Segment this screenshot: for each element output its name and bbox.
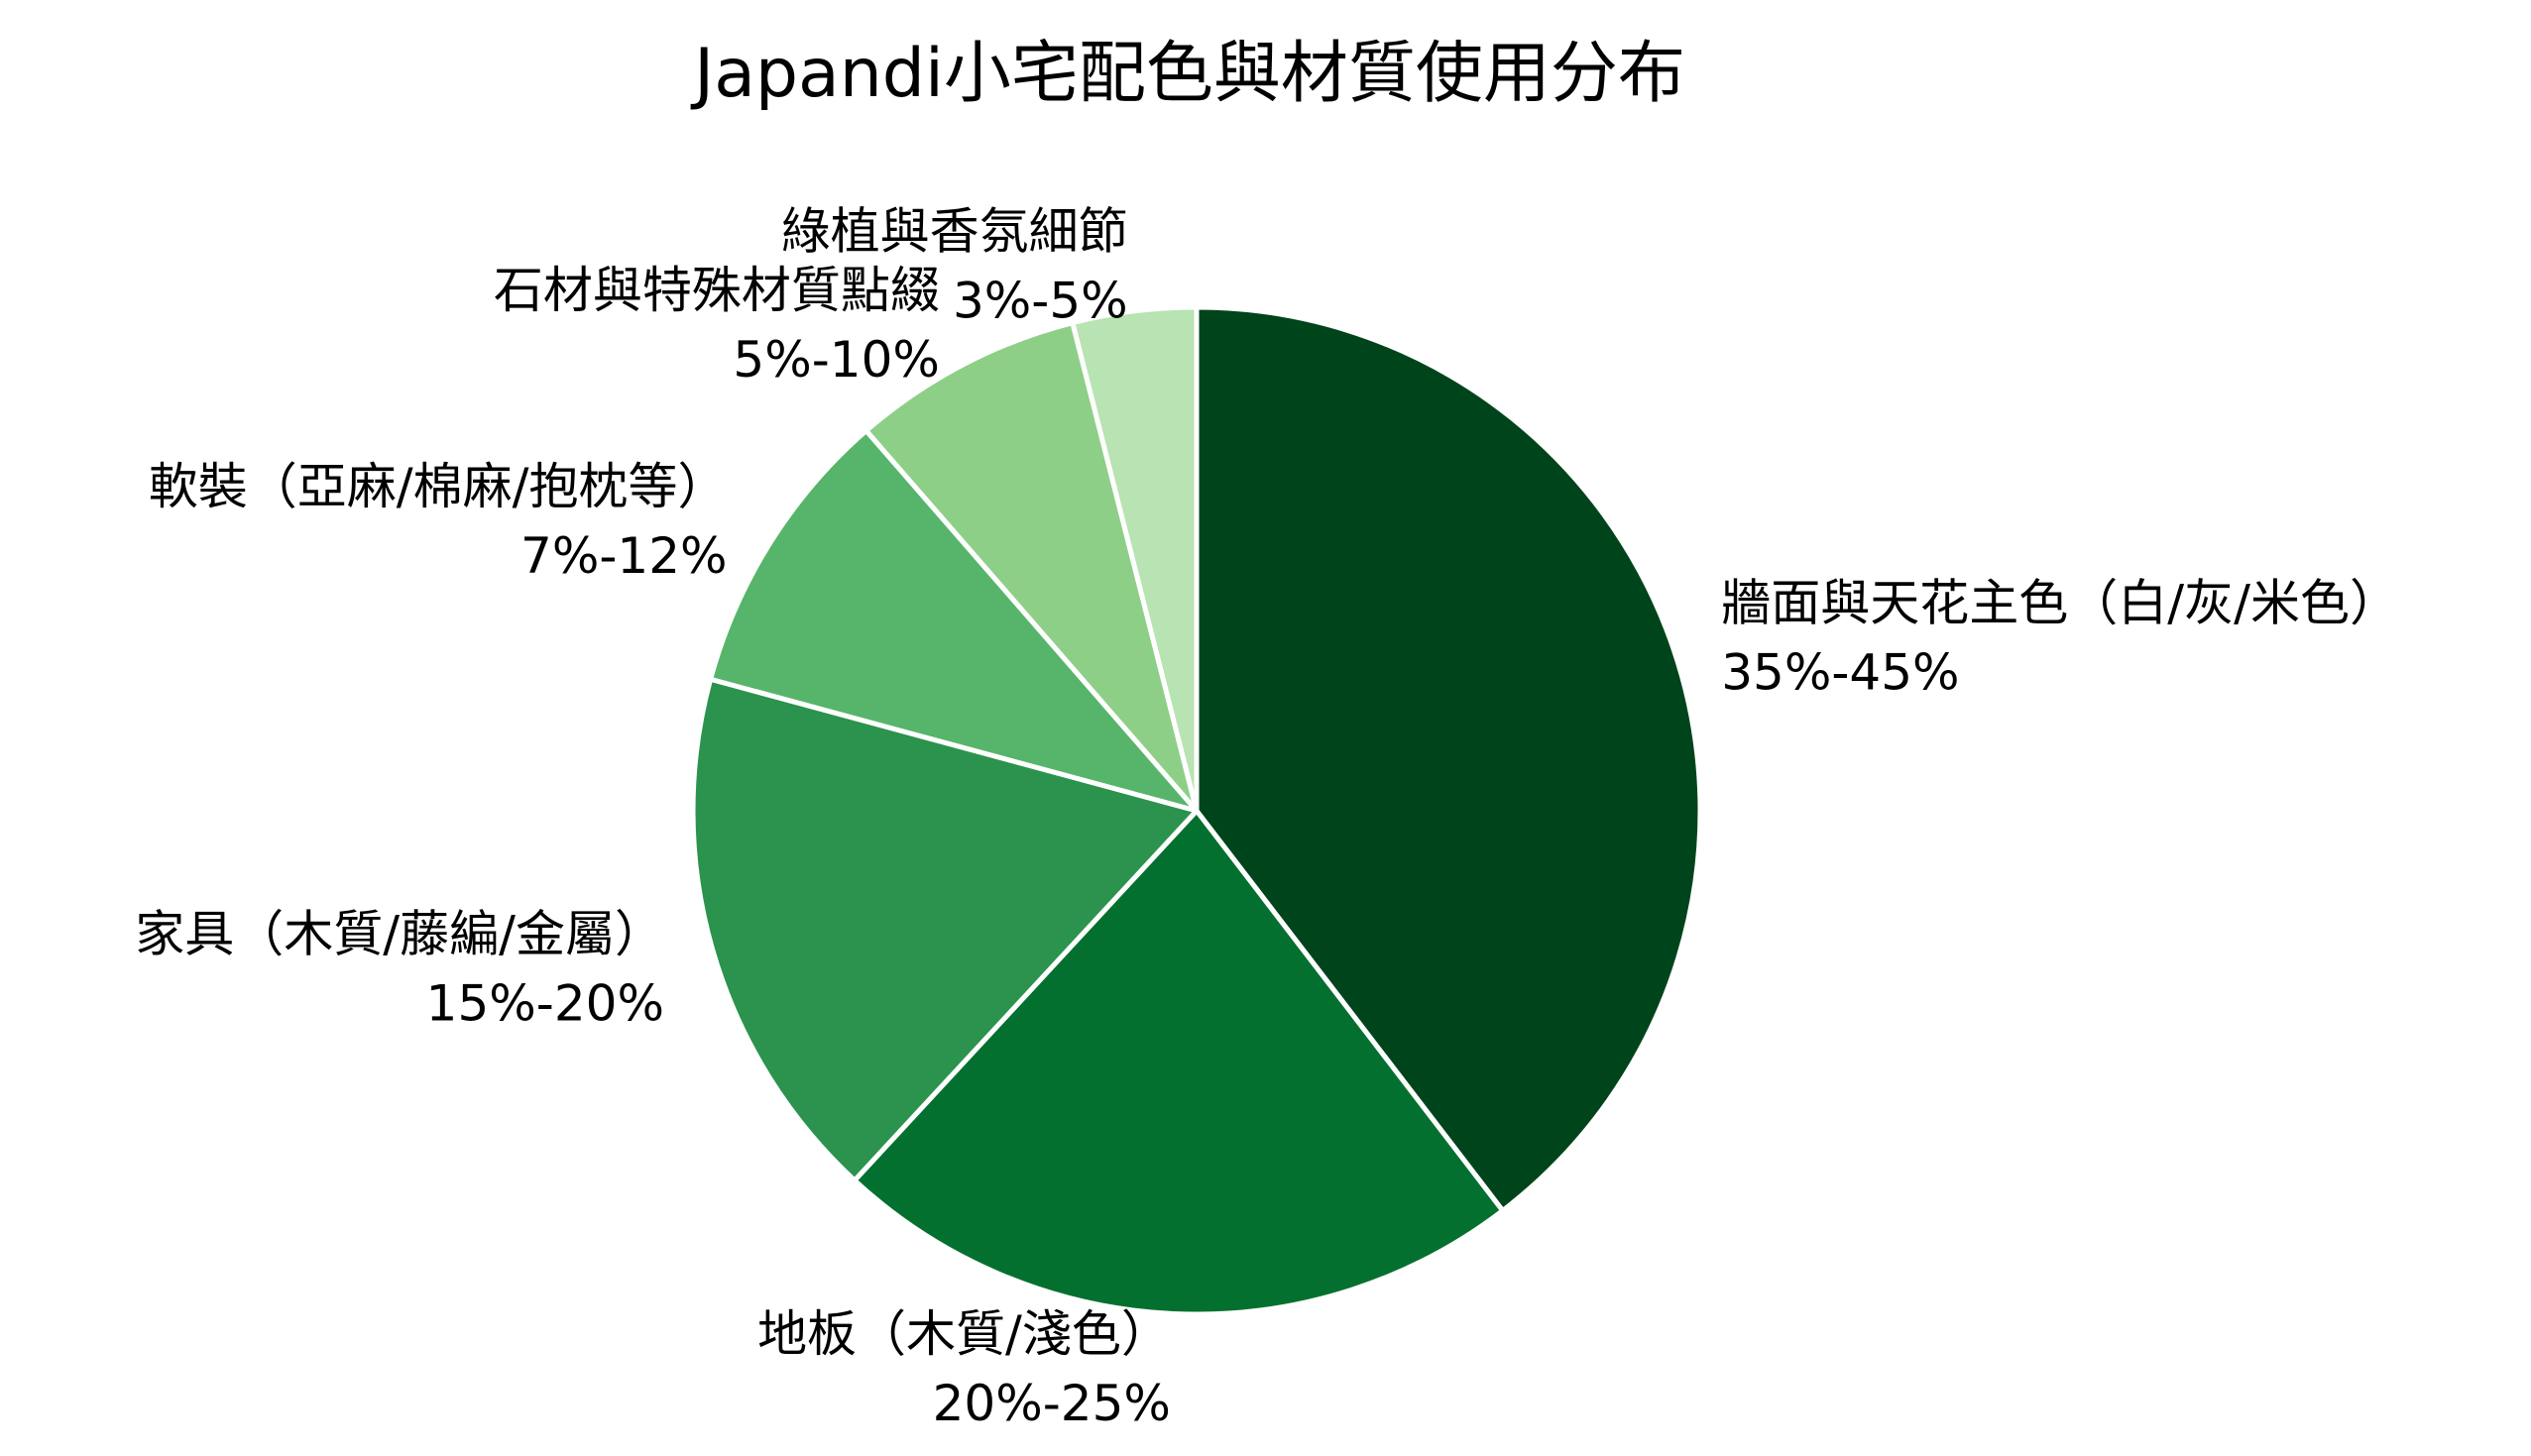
pie-slice-6: [1070, 304, 1200, 814]
pie-slice-4: [708, 428, 1200, 814]
pie-slice-2: [852, 808, 1506, 1317]
slice-label-6: 綠植與香氛細節: [781, 203, 1128, 261]
slice-label-3: 家具（木質/藤編/金屬）: [135, 905, 664, 962]
slice-range-2: 20%-25%: [933, 1375, 1171, 1432]
slice-label-2: 地板（木質/淺色）: [757, 1305, 1171, 1363]
chart-title: Japandi小宅配色與材質使用分布: [690, 35, 1685, 113]
slice-range-1: 35%-45%: [1721, 644, 1959, 702]
pie-slice-5: [863, 320, 1200, 814]
pie-slices: [690, 304, 1703, 1317]
slice-range-6: 3%-5%: [953, 273, 1128, 330]
slice-label-5: 石材與特殊材質點綴: [494, 262, 940, 319]
pie-labels: 牆面與天花主色（白/灰/米色） 35%-45% 地板（木質/淺色） 20%-25% 家具…: [135, 203, 2399, 1433]
pie-slice-1: [1194, 304, 1703, 1213]
slice-label-4: 軟裝（亞麻/棉麻/抱枕等）: [149, 458, 728, 515]
slice-range-5: 5%-10%: [733, 331, 940, 389]
slice-range-3: 15%-20%: [426, 974, 664, 1032]
slice-range-4: 7%-12%: [520, 527, 728, 585]
pie-slice-3: [690, 676, 1200, 1183]
slice-label-1: 牆面與天花主色（白/灰/米色）: [1721, 575, 2399, 632]
